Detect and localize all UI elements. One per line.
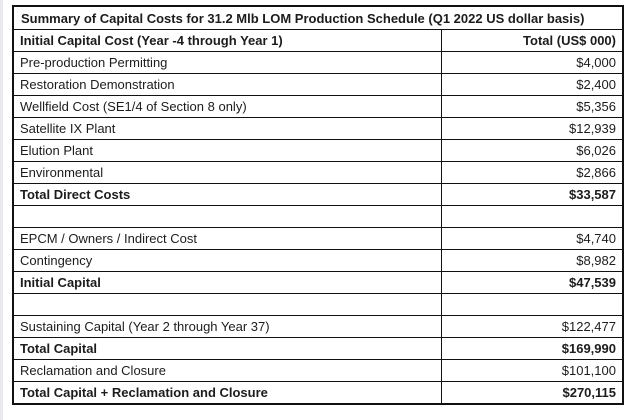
page-edge [0,0,3,420]
row-label [12,293,442,316]
table-title-row: Summary of Capital Costs for 31.2 Mlb LO… [12,5,624,30]
table-row: Restoration Demonstration $2,400 [12,73,624,96]
row-value: $6,026 [440,139,624,162]
row-label: Total Direct Costs [12,183,442,206]
row-label: Contingency [12,249,442,272]
table-row: Reclamation and Closure $101,100 [12,359,624,382]
row-label: Wellfield Cost (SE1/4 of Section 8 only) [12,95,442,118]
row-label: Initial Capital [12,271,442,294]
row-value: $8,982 [440,249,624,272]
table-body: Pre-production Permitting $4,000 Restora… [12,51,624,405]
row-value: $4,000 [440,51,624,74]
row-value [440,205,624,228]
row-value [440,293,624,316]
table-row: Total Capital + Reclamation and Closure … [12,381,624,405]
row-value: $169,990 [440,337,624,360]
table-row: Satellite IX Plant $12,939 [12,117,624,140]
capital-costs-table: Summary of Capital Costs for 31.2 Mlb LO… [12,5,624,405]
table-row: Environmental $2,866 [12,161,624,184]
row-label: Sustaining Capital (Year 2 through Year … [12,315,442,338]
table-header-row: Initial Capital Cost (Year -4 through Ye… [12,29,624,52]
table-row [12,205,624,228]
row-value: $2,400 [440,73,624,96]
table-row: Wellfield Cost (SE1/4 of Section 8 only)… [12,95,624,118]
row-value: $12,939 [440,117,624,140]
table-row: Elution Plant $6,026 [12,139,624,162]
row-value: $270,115 [440,381,624,405]
table-row: Pre-production Permitting $4,000 [12,51,624,74]
row-label [12,205,442,228]
row-value: $101,100 [440,359,624,382]
table-row: Contingency $8,982 [12,249,624,272]
table-row: Sustaining Capital (Year 2 through Year … [12,315,624,338]
table-row [12,293,624,316]
table-title: Summary of Capital Costs for 31.2 Mlb LO… [12,5,624,30]
row-label: EPCM / Owners / Indirect Cost [12,227,442,250]
row-label: Pre-production Permitting [12,51,442,74]
row-label: Environmental [12,161,442,184]
row-value: $122,477 [440,315,624,338]
table-row: EPCM / Owners / Indirect Cost $4,740 [12,227,624,250]
table-row: Total Direct Costs $33,587 [12,183,624,206]
row-value: $5,356 [440,95,624,118]
row-label: Elution Plant [12,139,442,162]
column-header-item: Initial Capital Cost (Year -4 through Ye… [12,29,442,52]
row-value: $4,740 [440,227,624,250]
row-value: $47,539 [440,271,624,294]
row-label: Total Capital + Reclamation and Closure [12,381,442,405]
table-row: Total Capital $169,990 [12,337,624,360]
table-row: Initial Capital $47,539 [12,271,624,294]
row-value: $33,587 [440,183,624,206]
column-header-total: Total (US$ 000) [440,29,624,52]
row-label: Total Capital [12,337,442,360]
row-label: Restoration Demonstration [12,73,442,96]
row-value: $2,866 [440,161,624,184]
row-label: Reclamation and Closure [12,359,442,382]
row-label: Satellite IX Plant [12,117,442,140]
